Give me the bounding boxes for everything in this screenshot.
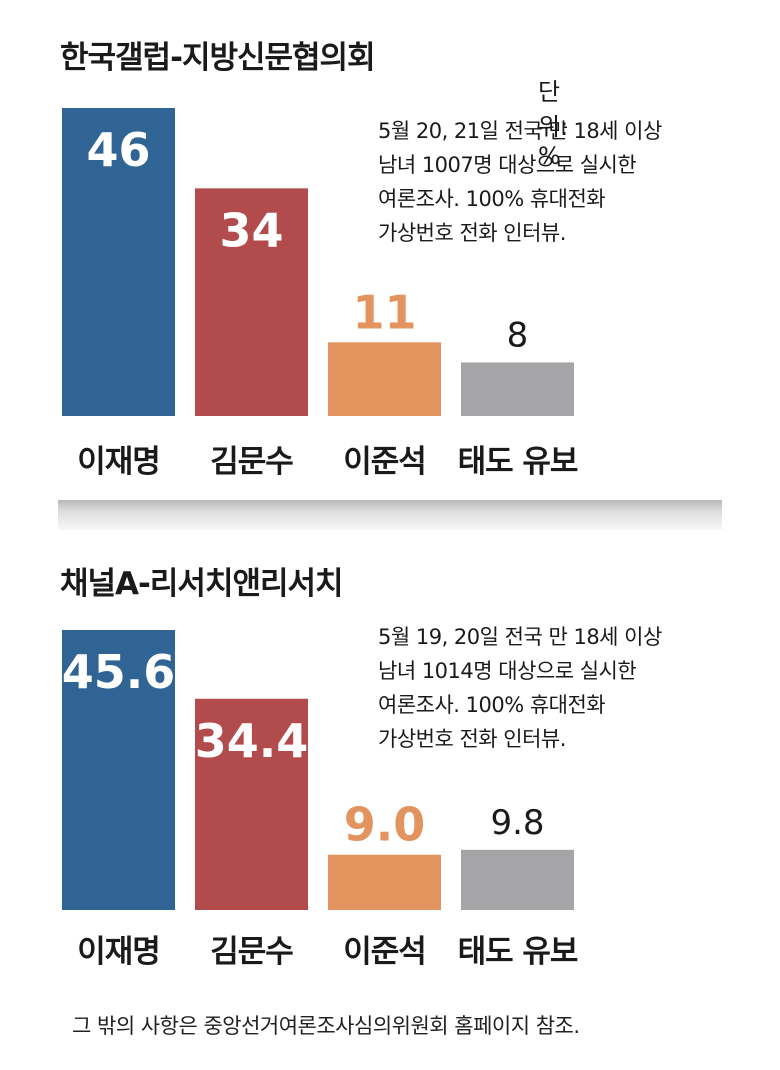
note-line: 남녀 1014명 대상으로 실시한 [378,659,637,683]
bar-kim-moonsoo [195,188,308,416]
note-line: 남녀 1007명 대상으로 실시한 [378,153,637,177]
value-label: 11 [352,285,416,339]
value-label: 46 [86,123,150,177]
bar-lee-junseok [328,342,441,416]
category-label: 이재명 [77,934,160,970]
bar-undecided [461,849,574,910]
bar-undecided [461,362,574,416]
note-line: 여론조사. 100% 휴대전화 [378,187,606,211]
value-label: 9.0 [344,798,426,852]
section-divider [58,500,722,530]
category-label: 태도 유보 [458,934,578,970]
note-line: 가상번호 전화 인터뷰. [378,221,566,245]
value-label: 8 [507,315,529,355]
survey-note-channela: 5월 19, 20일 전국 만 18세 이상 남녀 1014명 대상으로 실시한… [378,620,758,756]
category-label: 이재명 [77,444,160,480]
note-line: 가상번호 전화 인터뷰. [378,727,566,751]
survey-note-gallup: 5월 20, 21일 전국 만 18세 이상 남녀 1007명 대상으로 실시한… [378,114,758,250]
category-label: 김문수 [210,934,293,970]
note-line: 5월 20, 21일 전국 만 18세 이상 [378,119,662,143]
value-label: 34 [219,203,283,257]
category-label: 이준석 [343,444,426,480]
bar-lee-junseok [328,854,441,910]
value-label: 45.6 [62,645,176,699]
bar-chart-gallup: 46 이재명 34 김문수 11 이준석 8 태도 유보 [62,108,579,480]
unit-label: 단위: % [538,78,569,170]
value-label: 34.4 [195,714,309,768]
category-label: 이준석 [343,934,426,970]
bar-chart-channela: 45.6 이재명 34.4 김문수 9.0 이준석 9.8 태도 유보 [62,630,579,970]
bar-lee-jaemyung [62,108,175,416]
note-line: 여론조사. 100% 휴대전화 [378,693,606,717]
chart-title-gallup: 한국갤럽-지방신문협의회 단위: % [60,40,569,170]
footer-note: 그 밖의 사항은 중앙선거여론조사심의위원회 홈페이지 참조. [72,1014,580,1038]
poll-panel-channela: 45.6 이재명 34.4 김문수 9.0 이준석 9.8 태도 유보 채널A-리서치앤리서치… [0,530,780,1000]
category-label: 김문수 [210,444,293,480]
note-line: 5월 19, 20일 전국 만 18세 이상 [378,625,662,649]
bar-lee-jaemyung [62,630,175,910]
category-label: 태도 유보 [458,444,578,480]
value-label: 9.8 [490,803,544,843]
poll-panel-gallup: 46 이재명 34 김문수 11 이준석 8 태도 유보 한국갤럽-지방신문협의회 단위: %… [0,0,780,500]
chart-title-channela: 채널A-리서치앤리서치 [60,566,344,602]
bar-kim-moonsoo [195,698,308,910]
